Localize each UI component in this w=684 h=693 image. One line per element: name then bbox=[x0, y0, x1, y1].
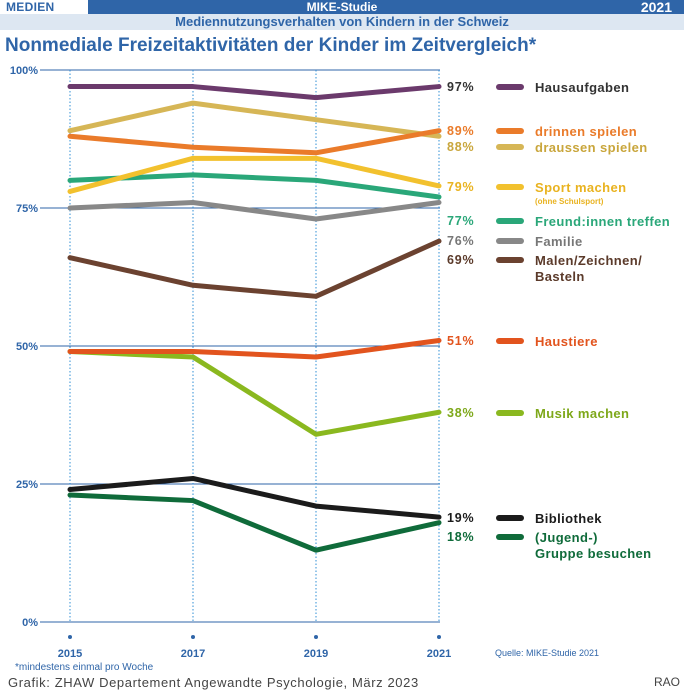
x-tick-label: 2021 bbox=[427, 648, 451, 660]
header-bar: MIKE-Studie MEDIEN 2021 bbox=[0, 0, 684, 14]
y-tick-label: 25% bbox=[16, 479, 38, 491]
section-label: MEDIEN bbox=[6, 0, 55, 14]
value-label: 76% bbox=[447, 234, 474, 248]
value-label: 88% bbox=[447, 140, 474, 154]
series-line-8 bbox=[67, 349, 442, 437]
value-label: 89% bbox=[447, 124, 474, 138]
series-line-4 bbox=[67, 172, 442, 200]
subtitle: Mediennutzungsverhalten von Kindern in d… bbox=[175, 14, 509, 29]
value-label: 77% bbox=[447, 214, 474, 228]
value-label: 19% bbox=[447, 511, 474, 525]
y-tick-label: 100% bbox=[10, 65, 38, 77]
study-year: 2021 bbox=[640, 0, 672, 15]
legend-label: Bibliothek bbox=[535, 511, 602, 526]
series-line-2 bbox=[67, 100, 442, 139]
legend-label: Gruppe besuchen bbox=[535, 546, 652, 561]
y-tick-label: 0% bbox=[22, 617, 38, 629]
x-tick-dot bbox=[437, 635, 441, 639]
credit-line: Grafik: ZHAW Departement Angewandte Psyc… bbox=[8, 675, 419, 690]
legend-label: drinnen spielen bbox=[535, 124, 637, 139]
x-tick-label: 2019 bbox=[304, 648, 328, 660]
value-label: 18% bbox=[447, 530, 474, 544]
footnote: *mindestens einmal pro Woche bbox=[15, 662, 154, 673]
x-tick-dot bbox=[314, 635, 318, 639]
x-tick-dot bbox=[68, 635, 72, 639]
value-label: 38% bbox=[447, 406, 474, 420]
legend-label: Musik machen bbox=[535, 406, 629, 421]
series-line-1 bbox=[67, 128, 442, 156]
series-line-5 bbox=[67, 199, 442, 222]
legend-label: draussen spielen bbox=[535, 140, 648, 155]
legend-label: Basteln bbox=[535, 269, 585, 284]
series-line-3 bbox=[67, 155, 442, 194]
legend-label: Sport machen bbox=[535, 180, 626, 195]
subtitle-bar: Mediennutzungsverhalten von Kindern in d… bbox=[0, 14, 684, 30]
x-tick-dot bbox=[191, 635, 195, 639]
y-tick-label: 75% bbox=[16, 203, 38, 215]
series-line-9 bbox=[67, 475, 442, 520]
value-label: 69% bbox=[447, 253, 474, 267]
value-label: 79% bbox=[447, 180, 474, 194]
legend-label: Familie bbox=[535, 234, 583, 249]
x-tick-label: 2015 bbox=[58, 648, 82, 660]
section-tab: MEDIEN bbox=[0, 0, 88, 14]
value-label: 97% bbox=[447, 80, 474, 94]
legend-label: Freund:innen treffen bbox=[535, 214, 670, 229]
study-name: MIKE-Studie bbox=[306, 0, 378, 14]
signature: RAO bbox=[654, 675, 681, 689]
legend-sublabel: (ohne Schulsport) bbox=[535, 197, 604, 206]
legend-label: Haustiere bbox=[535, 334, 598, 349]
legend-label: Malen/Zeichnen/ bbox=[535, 253, 642, 268]
series-line-7 bbox=[67, 337, 442, 360]
source-note: Quelle: MIKE-Studie 2021 bbox=[495, 648, 600, 658]
series-line-10 bbox=[67, 492, 442, 553]
series-line-6 bbox=[67, 238, 442, 299]
legend-label: (Jugend-) bbox=[535, 530, 598, 545]
legend-label: Hausaufgaben bbox=[535, 80, 629, 95]
value-label: 51% bbox=[447, 334, 474, 348]
x-tick-label: 2017 bbox=[181, 648, 205, 660]
chart-title: Nonmediale Freizeitaktivitäten der Kinde… bbox=[5, 35, 537, 56]
y-tick-label: 50% bbox=[16, 341, 38, 353]
series-line-0 bbox=[67, 84, 442, 101]
